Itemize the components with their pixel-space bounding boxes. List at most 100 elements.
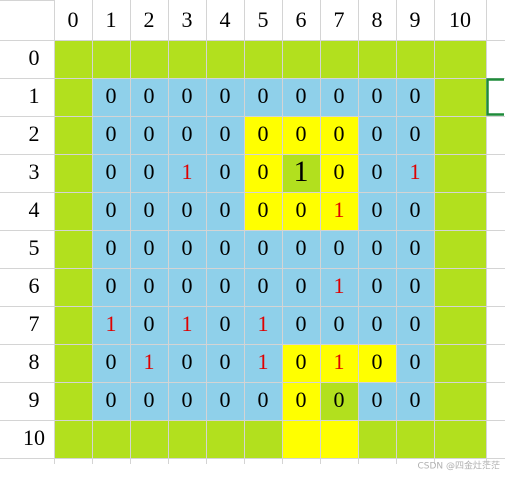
cell-value[interactable]: 0 xyxy=(334,159,345,184)
cell-value[interactable]: 0 xyxy=(296,83,307,108)
cell-value[interactable]: 0 xyxy=(372,83,383,108)
cell-value[interactable]: 0 xyxy=(372,387,383,412)
column-header[interactable]: 7 xyxy=(334,7,345,32)
cell-value[interactable]: 0 xyxy=(410,311,421,336)
cell-value[interactable]: 0 xyxy=(182,235,193,260)
cell-value[interactable]: 0 xyxy=(372,159,383,184)
column-header[interactable]: 9 xyxy=(410,7,421,32)
cell-value[interactable]: 0 xyxy=(258,273,269,298)
cell-value[interactable]: 0 xyxy=(144,121,155,146)
cell-value[interactable]: 0 xyxy=(296,273,307,298)
cell-value[interactable]: 0 xyxy=(144,197,155,222)
cell-value[interactable]: 1 xyxy=(106,311,117,336)
column-header[interactable]: 0 xyxy=(68,7,79,32)
cell-value[interactable]: 0 xyxy=(106,235,117,260)
row-header[interactable]: 6 xyxy=(29,273,40,298)
cell-value[interactable]: 0 xyxy=(144,311,155,336)
row-header[interactable]: 1 xyxy=(29,83,40,108)
column-header[interactable]: 6 xyxy=(296,7,307,32)
cell-value[interactable]: 0 xyxy=(372,273,383,298)
cell-value[interactable]: 0 xyxy=(296,387,307,412)
cell-value[interactable]: 0 xyxy=(258,83,269,108)
cell-value[interactable]: 0 xyxy=(182,197,193,222)
cell-value[interactable]: 0 xyxy=(334,235,345,260)
cell-value[interactable]: 0 xyxy=(106,197,117,222)
row-header[interactable]: 9 xyxy=(29,387,40,412)
column-header[interactable]: 2 xyxy=(144,7,155,32)
cell-value[interactable]: 0 xyxy=(144,83,155,108)
cell-value[interactable]: 0 xyxy=(296,349,307,374)
cell-value[interactable]: 0 xyxy=(258,159,269,184)
cell-value[interactable]: 1 xyxy=(334,273,345,298)
column-header[interactable]: 3 xyxy=(182,7,193,32)
column-header[interactable]: 10 xyxy=(449,7,471,32)
cell-value[interactable]: 0 xyxy=(220,273,231,298)
cell-value[interactable]: 0 xyxy=(182,83,193,108)
cell-value[interactable]: 0 xyxy=(334,121,345,146)
cell-value[interactable]: 0 xyxy=(258,121,269,146)
cell-value[interactable]: 0 xyxy=(372,197,383,222)
cell-value[interactable]: 0 xyxy=(296,311,307,336)
cell-value[interactable]: 0 xyxy=(258,387,269,412)
cell-value[interactable]: 0 xyxy=(106,121,117,146)
cell-value[interactable]: 0 xyxy=(220,197,231,222)
cell-value[interactable]: 0 xyxy=(372,121,383,146)
cell-value[interactable]: 0 xyxy=(334,311,345,336)
cell-value[interactable]: 0 xyxy=(258,235,269,260)
cell-value[interactable]: 0 xyxy=(410,197,421,222)
cell-value[interactable]: 0 xyxy=(372,349,383,374)
column-header[interactable]: 4 xyxy=(220,7,231,32)
row-header[interactable]: 8 xyxy=(29,349,40,374)
cell-value[interactable]: 1 xyxy=(182,311,193,336)
cell-value[interactable]: 1 xyxy=(182,159,193,184)
row-header[interactable]: 2 xyxy=(29,121,40,146)
cell-value[interactable]: 0 xyxy=(410,83,421,108)
cell-value[interactable]: 0 xyxy=(410,387,421,412)
cell-value[interactable]: 0 xyxy=(106,387,117,412)
cell-value[interactable]: 1 xyxy=(258,349,269,374)
column-header[interactable]: 1 xyxy=(106,7,117,32)
cell-value[interactable]: 0 xyxy=(410,121,421,146)
cell-value[interactable]: 1 xyxy=(258,311,269,336)
cell-value[interactable]: 0 xyxy=(372,235,383,260)
cell-value[interactable]: 0 xyxy=(296,121,307,146)
cell-value[interactable]: 0 xyxy=(296,235,307,260)
cell-value[interactable]: 0 xyxy=(372,311,383,336)
column-header[interactable]: 8 xyxy=(372,7,383,32)
cell-value[interactable]: 0 xyxy=(334,387,345,412)
cell-value[interactable]: 0 xyxy=(106,349,117,374)
cell-value[interactable]: 0 xyxy=(182,349,193,374)
row-header[interactable]: 10 xyxy=(23,425,45,450)
cell-value[interactable]: 0 xyxy=(182,387,193,412)
cell-value[interactable]: 0 xyxy=(220,349,231,374)
cell-value[interactable]: 0 xyxy=(220,121,231,146)
cell-value[interactable]: 0 xyxy=(144,235,155,260)
cell-value[interactable]: 0 xyxy=(220,235,231,260)
cell-value[interactable]: 0 xyxy=(220,387,231,412)
cell-value[interactable]: 0 xyxy=(106,83,117,108)
cell-value[interactable]: 1 xyxy=(144,349,155,374)
cell-value[interactable]: 1 xyxy=(334,349,345,374)
cell-value[interactable]: 0 xyxy=(106,273,117,298)
cell-value[interactable]: 0 xyxy=(258,197,269,222)
column-header[interactable]: 5 xyxy=(258,7,269,32)
row-header[interactable]: 3 xyxy=(29,159,40,184)
cell-value[interactable]: 0 xyxy=(220,83,231,108)
cell-value[interactable]: 0 xyxy=(410,349,421,374)
cell-value[interactable]: 0 xyxy=(296,197,307,222)
cell-value[interactable]: 1 xyxy=(410,159,421,184)
cell-value[interactable]: 0 xyxy=(220,159,231,184)
cell-value[interactable]: 0 xyxy=(410,273,421,298)
cell-value[interactable]: 1 xyxy=(294,155,309,188)
row-header[interactable]: 5 xyxy=(29,235,40,260)
cell-value[interactable]: 0 xyxy=(410,235,421,260)
cell-value[interactable]: 0 xyxy=(220,311,231,336)
cell-value[interactable]: 0 xyxy=(182,273,193,298)
cell-value[interactable]: 0 xyxy=(334,83,345,108)
cell-value[interactable]: 0 xyxy=(144,273,155,298)
cell-value[interactable]: 0 xyxy=(144,159,155,184)
row-header[interactable]: 4 xyxy=(29,197,40,222)
cell-value[interactable]: 0 xyxy=(144,387,155,412)
cell-value[interactable]: 0 xyxy=(182,121,193,146)
cell-value[interactable]: 0 xyxy=(106,159,117,184)
